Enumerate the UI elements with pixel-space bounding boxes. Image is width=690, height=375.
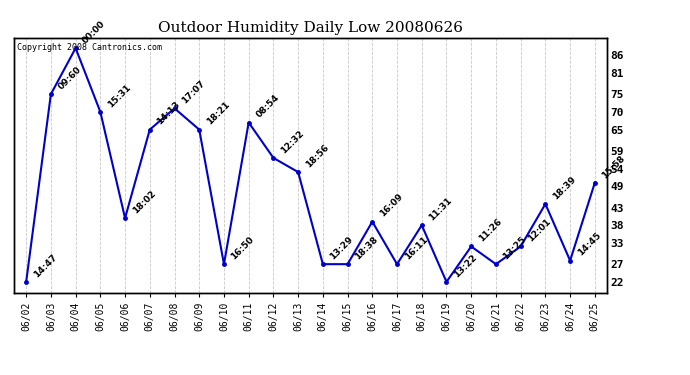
Text: 14:45: 14:45 (575, 231, 602, 258)
Text: 08:54: 08:54 (254, 93, 281, 120)
Text: 14:13: 14:13 (155, 100, 182, 127)
Text: 16:09: 16:09 (378, 192, 404, 219)
Text: 09:60: 09:60 (57, 65, 83, 92)
Text: 18:38: 18:38 (353, 235, 380, 261)
Text: 13:22: 13:22 (452, 252, 479, 279)
Text: 17:07: 17:07 (180, 79, 207, 105)
Text: 15:31: 15:31 (106, 82, 132, 109)
Text: 14:47: 14:47 (32, 252, 59, 279)
Title: Outdoor Humidity Daily Low 20080626: Outdoor Humidity Daily Low 20080626 (158, 21, 463, 35)
Text: 16:11: 16:11 (402, 235, 429, 261)
Text: 18:39: 18:39 (551, 174, 578, 201)
Text: 12:01: 12:01 (526, 217, 553, 244)
Text: 13:25: 13:25 (502, 235, 528, 261)
Text: 11:31: 11:31 (427, 196, 454, 222)
Text: 18:21: 18:21 (205, 100, 231, 127)
Text: 16:50: 16:50 (230, 235, 256, 261)
Text: 18:02: 18:02 (130, 189, 157, 215)
Text: 15:58: 15:58 (600, 153, 627, 180)
Text: 11:26: 11:26 (477, 217, 504, 244)
Text: 00:00: 00:00 (81, 19, 108, 45)
Text: Copyright 2008 Cantronics.com: Copyright 2008 Cantronics.com (17, 43, 161, 52)
Text: 18:56: 18:56 (304, 143, 331, 169)
Text: 12:32: 12:32 (279, 129, 306, 155)
Text: 13:29: 13:29 (328, 235, 355, 261)
